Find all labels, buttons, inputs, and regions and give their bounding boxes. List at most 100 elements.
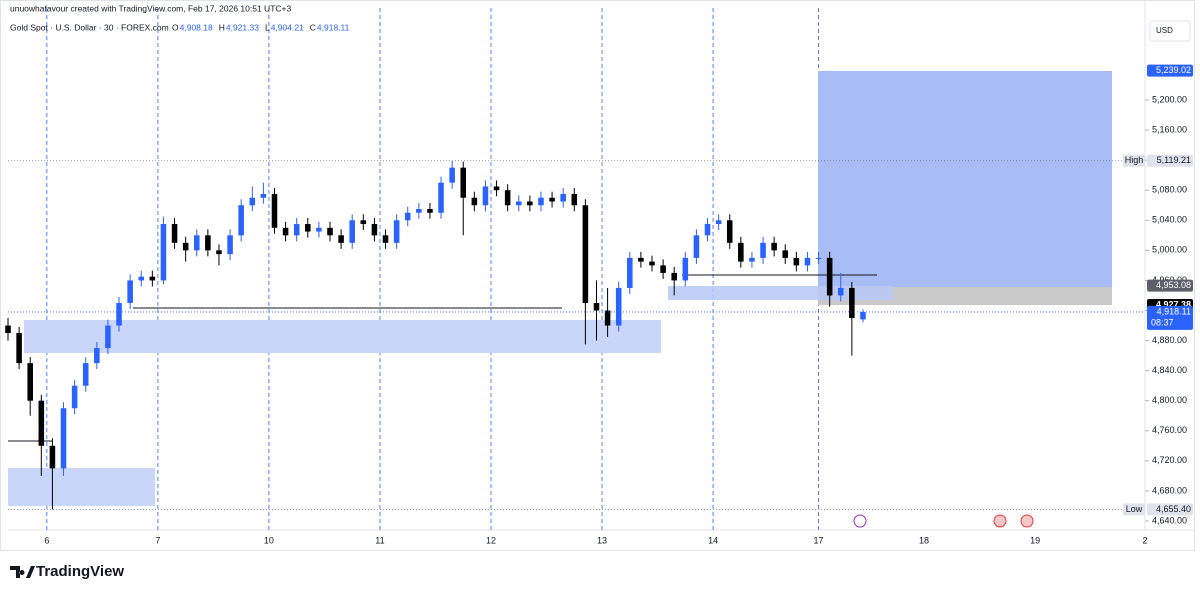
candle-body: [27, 363, 33, 401]
price-label-box: [1147, 64, 1193, 77]
x-tick-label: 6: [44, 535, 49, 545]
candle-body: [182, 242, 189, 251]
candle-body: [738, 242, 744, 262]
event-icon: [1020, 514, 1034, 528]
y-tick-label: 5,000.00: [1152, 245, 1187, 255]
event-icon: [853, 514, 867, 528]
candle-body: [849, 287, 855, 319]
candle-body: [671, 272, 677, 281]
candle-body: [793, 257, 800, 266]
y-tick-label: 5,200.00: [1152, 94, 1187, 104]
candle-body: [382, 235, 389, 243]
candle-body: [649, 261, 655, 266]
x-tick-label: 14: [708, 535, 718, 545]
candle-body: [438, 182, 444, 213]
candle-body: [293, 224, 300, 236]
candle-body: [327, 227, 333, 236]
candle-body: [549, 197, 555, 202]
candle-body: [627, 257, 633, 288]
ohlc-key: C: [310, 22, 316, 32]
price-label-time: 08:37: [1151, 317, 1174, 327]
candle-body: [749, 257, 755, 262]
price-label: 5,119.21: [1157, 155, 1191, 165]
candle-body: [205, 235, 211, 251]
candle-body: [216, 250, 222, 255]
price-label: 4,918.11: [1157, 306, 1191, 316]
brand: TradingView: [36, 563, 124, 580]
supply-zone: [668, 286, 893, 300]
candle-body: [249, 197, 256, 206]
candle-body: [837, 287, 844, 296]
price-tag: High: [1125, 155, 1144, 165]
candle-body: [582, 205, 589, 303]
candle-body: [760, 242, 766, 258]
candle-body: [16, 333, 22, 364]
candle-body: [349, 220, 355, 243]
price-label-box: [1147, 154, 1193, 167]
candle-body: [704, 224, 711, 236]
candle-body: [693, 235, 700, 258]
y-tick-label: 4,720.00: [1152, 455, 1187, 465]
candle-body: [94, 348, 100, 364]
candle-body: [404, 212, 411, 221]
candle-body: [726, 220, 733, 243]
currency-button[interactable]: [1149, 20, 1191, 42]
x-tick-label: 10: [264, 535, 274, 545]
candle-body: [538, 197, 544, 206]
candle-body: [427, 209, 433, 213]
y-tick-label: 5,040.00: [1152, 215, 1187, 225]
candle-body: [416, 209, 422, 213]
candle-body: [227, 235, 233, 255]
candle-body: [282, 227, 289, 236]
candle-body: [615, 287, 622, 326]
candle-body: [71, 385, 78, 409]
price-label-box: [1147, 279, 1193, 292]
candle-body: [238, 205, 244, 236]
candle-body: [149, 276, 156, 281]
candle-body: [127, 280, 133, 303]
ohlc-key: H: [219, 22, 225, 32]
candle-body: [5, 325, 11, 334]
symbol: Gold Spot · U.S. Dollar · 30 · FOREX.com: [10, 22, 169, 32]
drawings: [8, 71, 1112, 506]
candle-body: [471, 197, 478, 206]
candle-body: [160, 224, 167, 281]
y-tick-label: 5,080.00: [1152, 185, 1187, 195]
candle-body: [638, 257, 644, 262]
candle-body: [482, 186, 489, 206]
y-tick-label: 4,680.00: [1152, 485, 1187, 495]
candle-body: [449, 167, 455, 183]
y-tick-label: 4,840.00: [1152, 365, 1187, 375]
candle-body: [660, 265, 666, 273]
candle-body: [515, 201, 522, 206]
candle-body: [138, 276, 145, 281]
demand-zone: [8, 468, 155, 506]
ohlc-value: 4,908.18: [180, 22, 213, 32]
price-label-box: [1147, 305, 1193, 330]
candle-body: [371, 224, 378, 236]
event-icon: [993, 514, 1007, 528]
candle-body: [171, 224, 178, 243]
price-label: 5,239.02: [1156, 65, 1191, 75]
ohlc-value: 4,921.33: [226, 22, 259, 32]
candle-body: [460, 167, 467, 198]
price-label: 4,953.08: [1156, 280, 1191, 290]
candle-body: [571, 193, 578, 206]
candle-body: [860, 311, 866, 320]
candle-body: [593, 302, 600, 311]
x-tick-label: 18: [919, 535, 929, 545]
price-tag: Low: [1126, 504, 1143, 514]
x-tick-label: 19: [1030, 535, 1040, 545]
frame: [0, 0, 1195, 551]
ohlc-key: O: [172, 22, 179, 32]
x-tick-label: 13: [597, 535, 607, 545]
ohlc-value: 4,918.11: [317, 22, 350, 32]
candle-body: [105, 325, 111, 349]
x-tick-label: 2: [1142, 535, 1147, 545]
currency: USD: [1156, 26, 1173, 35]
event-icons: [853, 514, 1034, 528]
candle-body: [338, 235, 344, 243]
candle-body: [38, 400, 45, 446]
candle-body: [393, 220, 400, 243]
